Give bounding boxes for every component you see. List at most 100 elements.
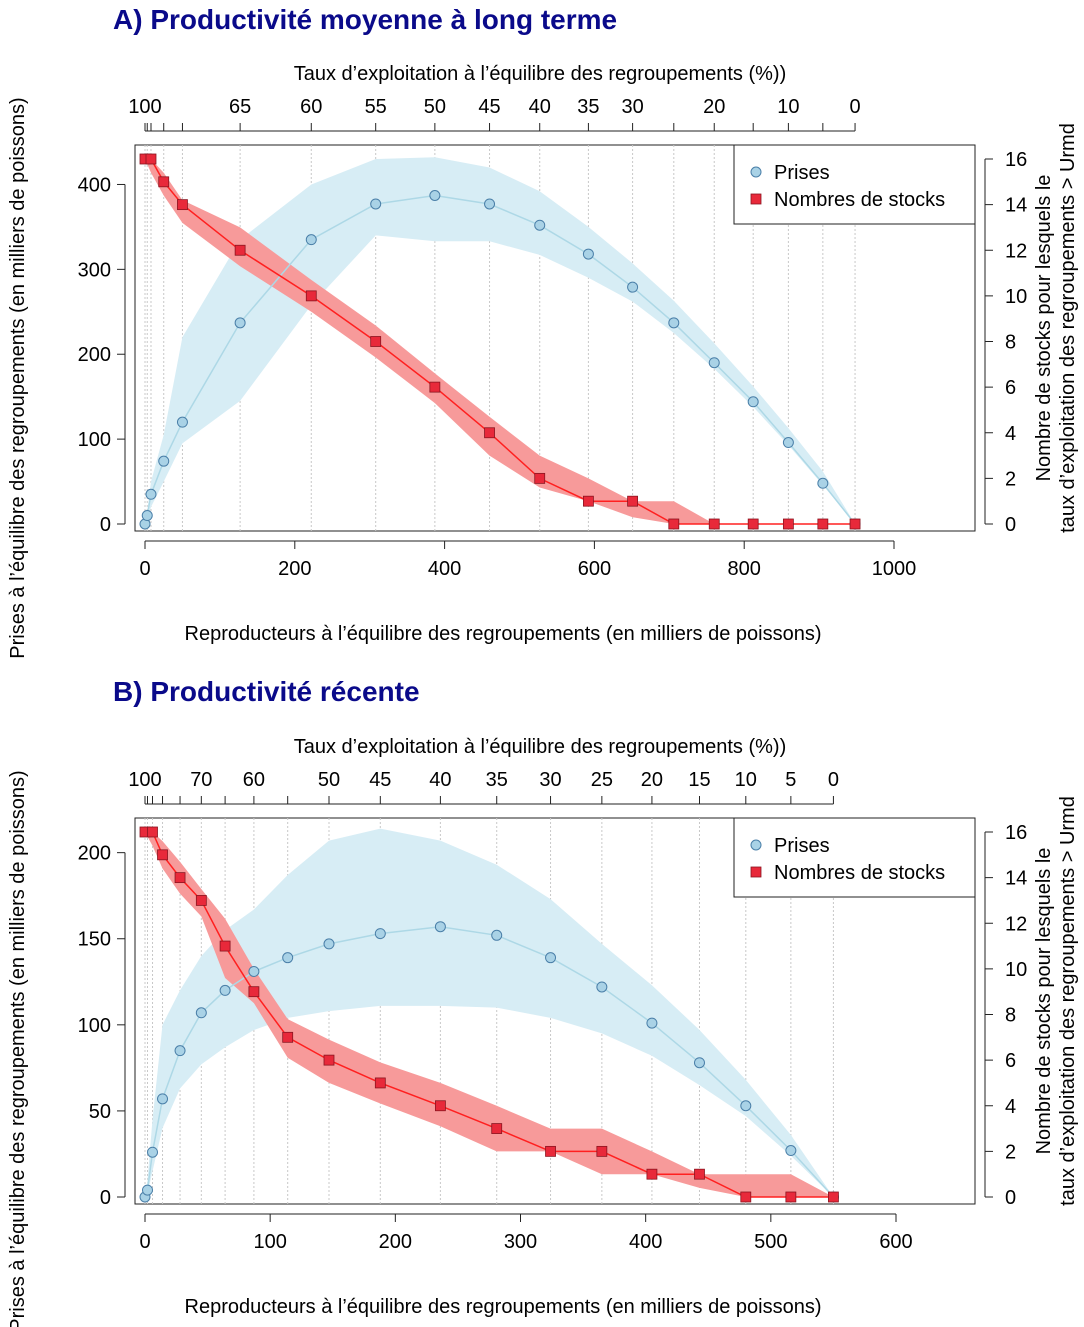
prises-point bbox=[491, 929, 503, 941]
prises-point bbox=[219, 984, 231, 996]
stocks-point bbox=[828, 1191, 839, 1203]
y2-tick-label: 16 bbox=[1005, 822, 1027, 844]
y-tick-label: 100 bbox=[78, 1015, 111, 1037]
legend-prises-label: Prises bbox=[774, 162, 830, 184]
stocks-point bbox=[817, 518, 829, 530]
top-axis-label: Taux d’exploitation à l’équilibre des re… bbox=[294, 736, 786, 758]
prises-point bbox=[429, 190, 441, 201]
stocks-point bbox=[849, 518, 861, 530]
stocks-point bbox=[740, 1191, 752, 1203]
y-tick-label: 200 bbox=[78, 843, 111, 865]
prises-point bbox=[323, 938, 335, 950]
stocks-point bbox=[694, 1168, 705, 1180]
prises-point bbox=[234, 317, 246, 329]
legend-box bbox=[733, 817, 976, 898]
y2-tick-label: 12 bbox=[1005, 240, 1027, 262]
top-tick-label: 50 bbox=[424, 96, 446, 118]
prises-point bbox=[248, 965, 260, 977]
y2-axis-label-line2: taux d’exploitation des regroupements > … bbox=[1057, 123, 1079, 533]
stocks-point bbox=[177, 199, 188, 211]
prises-point bbox=[545, 952, 557, 964]
stocks-point bbox=[147, 826, 158, 838]
prises-point bbox=[740, 1100, 752, 1112]
stocks-point bbox=[174, 872, 186, 884]
top-tick-label: 60 bbox=[243, 769, 265, 791]
top-tick-label: 45 bbox=[369, 769, 391, 791]
top-tick-label: 40 bbox=[429, 769, 451, 791]
y2-tick-label: 10 bbox=[1005, 959, 1027, 981]
legend-prises-symbol bbox=[750, 839, 762, 851]
stocks-point bbox=[248, 986, 260, 998]
x-tick-label: 0 bbox=[139, 1231, 150, 1253]
prises-point bbox=[434, 921, 446, 933]
y-tick-label: 300 bbox=[78, 259, 111, 281]
top-tick-label: 30 bbox=[539, 769, 561, 791]
x-tick-label: 800 bbox=[728, 558, 761, 580]
top-tick-label: 0 bbox=[828, 769, 839, 791]
prises-point bbox=[141, 510, 153, 522]
top-tick-label: 100 bbox=[128, 96, 161, 118]
stocks-point bbox=[234, 244, 246, 256]
y2-tick-label: 14 bbox=[1005, 868, 1027, 890]
prises-point bbox=[147, 1146, 159, 1158]
stocks-point bbox=[323, 1054, 335, 1066]
prises-point bbox=[145, 488, 157, 500]
prises-point bbox=[747, 396, 759, 408]
top-tick-label: 20 bbox=[703, 96, 725, 118]
y-tick-label: 50 bbox=[89, 1101, 111, 1123]
top-tick-label: 35 bbox=[486, 769, 508, 791]
top-tick-label: 60 bbox=[300, 96, 322, 118]
prises-point bbox=[596, 981, 608, 993]
stocks-point bbox=[282, 1031, 294, 1043]
stocks-point bbox=[627, 495, 638, 507]
prises-point bbox=[582, 248, 594, 260]
top-tick-label: 0 bbox=[849, 96, 860, 118]
x-tick-label: 100 bbox=[253, 1231, 286, 1253]
stocks-point bbox=[145, 153, 157, 165]
stocks-point bbox=[158, 176, 170, 188]
top-tick-label: 50 bbox=[318, 769, 340, 791]
stocks-point bbox=[195, 895, 207, 906]
y2-tick-label: 8 bbox=[1005, 332, 1016, 354]
x-axis-label: Reproducteurs à l’équilibre des regroupe… bbox=[185, 623, 822, 645]
stocks-point bbox=[491, 1123, 503, 1134]
x-tick-label: 300 bbox=[504, 1231, 537, 1253]
top-tick-label: 10 bbox=[735, 769, 757, 791]
stocks-point bbox=[545, 1145, 556, 1157]
stocks-point bbox=[434, 1100, 446, 1112]
top-tick-label: 30 bbox=[621, 96, 643, 118]
plot-box bbox=[134, 817, 976, 1205]
stocks-band bbox=[145, 832, 834, 1197]
y2-tick-label: 4 bbox=[1005, 1096, 1016, 1118]
top-tick-label: 100 bbox=[128, 769, 161, 791]
x-tick-label: 400 bbox=[629, 1231, 662, 1253]
plot-box bbox=[134, 144, 976, 532]
y2-tick-label: 6 bbox=[1005, 1050, 1016, 1072]
prises-point bbox=[174, 1045, 186, 1057]
stocks-band bbox=[145, 159, 856, 524]
y2-tick-label: 6 bbox=[1005, 377, 1016, 399]
y2-tick-label: 2 bbox=[1005, 1141, 1016, 1163]
prises-point bbox=[782, 437, 794, 449]
y2-tick-label: 4 bbox=[1005, 423, 1016, 445]
top-tick-label: 35 bbox=[577, 96, 599, 118]
y2-tick-label: 2 bbox=[1005, 468, 1016, 490]
y2-tick-label: 10 bbox=[1005, 286, 1027, 308]
stocks-point bbox=[785, 1191, 797, 1203]
prises-point bbox=[668, 317, 680, 329]
top-tick-label: 5 bbox=[785, 769, 796, 791]
stocks-point bbox=[219, 940, 231, 952]
prises-point bbox=[176, 416, 188, 428]
prises-point bbox=[195, 1007, 207, 1019]
stocks-point bbox=[747, 518, 759, 530]
top-tick-label: 65 bbox=[229, 96, 251, 118]
y2-tick-label: 12 bbox=[1005, 913, 1027, 935]
prises-point bbox=[158, 455, 170, 467]
stocks-point bbox=[484, 427, 495, 439]
prises-point bbox=[627, 281, 639, 293]
legend-stocks-symbol bbox=[750, 193, 762, 205]
y2-axis-label-line1: Nombre de stocks pour lesquels le bbox=[1033, 848, 1055, 1155]
stocks-point bbox=[370, 336, 382, 347]
top-tick-label: 40 bbox=[529, 96, 551, 118]
y-tick-label: 0 bbox=[100, 1187, 111, 1209]
